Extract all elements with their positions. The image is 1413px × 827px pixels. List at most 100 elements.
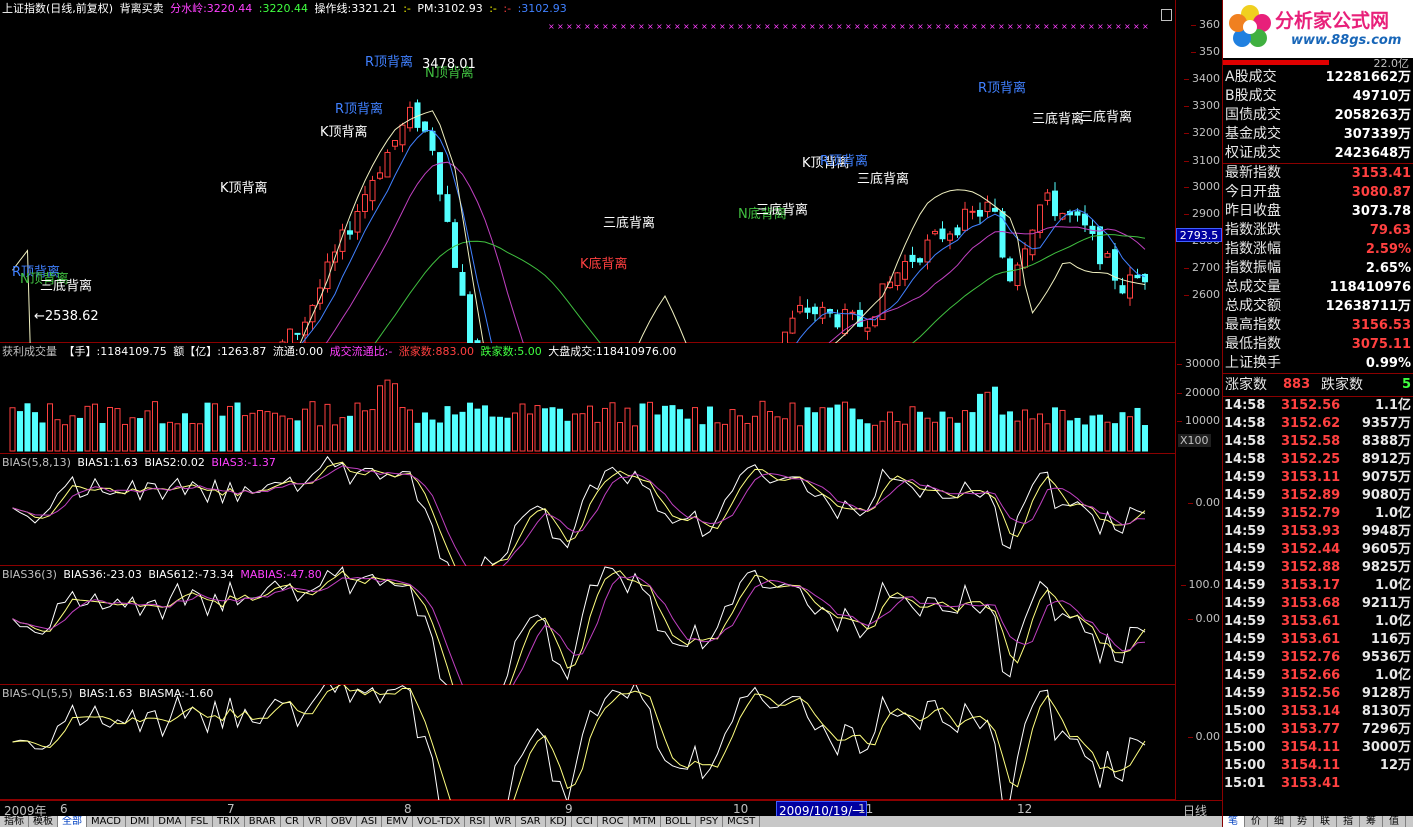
candle-body — [339, 229, 346, 252]
volume-bar — [159, 423, 166, 452]
breadth-row: 涨家数 883 跌家数 5 — [1223, 374, 1413, 396]
red-progress-bar — [1223, 60, 1329, 65]
right-tab[interactable]: 细 — [1268, 816, 1291, 827]
volume-bar — [504, 417, 511, 452]
bias36-line-2 — [12, 570, 1146, 685]
indicator-tab[interactable]: KDJ — [546, 816, 572, 827]
tick-row[interactable]: 14:59 3152.66 1.0亿 — [1223, 667, 1413, 685]
indicator-tab[interactable]: 全部 — [58, 816, 87, 827]
volume-bar — [602, 407, 608, 452]
candle-body — [1022, 248, 1028, 268]
signal-marker: × — [962, 22, 969, 31]
indicator-tab[interactable]: ROC — [598, 816, 629, 827]
volume-bar — [684, 418, 691, 452]
volume-panel[interactable]: 获利成交量 【手】:1184109.75 额【亿】:1263.87 流通:0.0… — [0, 343, 1175, 454]
tick-row[interactable]: 14:59 3152.89 9080万 — [1223, 487, 1413, 505]
price-panel[interactable]: 上证指数(日线,前复权) 背离买卖 分水岭:3220.44 :3220.44 操… — [0, 0, 1175, 343]
indicator-tab[interactable]: TRIX — [213, 816, 245, 827]
indicator-tab[interactable]: CR — [281, 816, 304, 827]
right-tab[interactable]: 值 — [1383, 816, 1406, 827]
tick-row[interactable]: 14:58 3152.62 9357万 — [1223, 415, 1413, 433]
signal-marker: × — [746, 22, 753, 31]
bias36-axis: 100.0 0.00 — [1175, 566, 1222, 685]
tick-row[interactable]: 14:59 3152.44 9605万 — [1223, 541, 1413, 559]
indicator-tab[interactable]: PSY — [696, 816, 724, 827]
biasql-line-1 — [12, 685, 1146, 800]
right-tab[interactable]: 笔 — [1222, 816, 1245, 827]
tick-list[interactable]: 14:58 3152.56 1.1亿 14:58 3152.62 9357万 14:58 31… — [1223, 397, 1413, 793]
tick-row[interactable]: 14:58 3152.25 8912万 — [1223, 451, 1413, 469]
indicator-tab[interactable]: MACD — [87, 816, 126, 827]
indicator-tab[interactable]: MCST — [723, 816, 761, 827]
tick-volume: 9948万 — [1361, 524, 1411, 539]
volume-bar — [347, 415, 353, 452]
right-tab[interactable]: 联 — [1314, 816, 1337, 827]
tick-row[interactable]: 14:58 3152.56 1.1亿 — [1223, 397, 1413, 415]
tick-row[interactable]: 15:00 3153.14 8130万 — [1223, 703, 1413, 721]
signal-marker: × — [1052, 22, 1059, 31]
indicator-tab[interactable]: FSL — [186, 816, 213, 827]
indicator-tab[interactable]: VOL-TDX — [413, 816, 466, 827]
tick-row[interactable]: 14:59 3152.88 9825万 — [1223, 559, 1413, 577]
indicator-tab[interactable]: 模板 — [29, 816, 58, 827]
tick-row[interactable]: 15:00 3153.77 7296万 — [1223, 721, 1413, 739]
indicator-tab[interactable]: VR — [304, 816, 327, 827]
indicator-tab[interactable]: OBV — [327, 816, 357, 827]
indicator-tab[interactable]: 指标 — [0, 816, 29, 827]
month-label: 12 — [1017, 802, 1033, 816]
biasql-panel[interactable]: BIAS-QL(5,5) BIAS:1.63 BIASMA:-1.60 — [0, 685, 1175, 800]
tick-row[interactable]: 15:00 3154.11 12万 — [1223, 757, 1413, 775]
volume-bar — [452, 414, 458, 452]
indicator-tab[interactable]: EMV — [382, 816, 413, 827]
volume-bar — [219, 415, 226, 452]
tick-row[interactable]: 14:59 3152.79 1.0亿 — [1223, 505, 1413, 523]
indicator-tab[interactable]: ASI — [357, 816, 383, 827]
volume-bar — [737, 415, 743, 452]
indicator-tab[interactable]: BOLL — [661, 816, 696, 827]
tick-row[interactable]: 14:59 3153.93 9948万 — [1223, 523, 1413, 541]
volume-bar — [227, 405, 233, 452]
tick-row[interactable]: 15:01 3153.41 — [1223, 775, 1413, 793]
stat-value: 3073.78 — [1351, 204, 1411, 219]
price-axis: 360 350 3400 3300 3200 3100 3000 2900 28… — [1175, 0, 1222, 343]
volume-bar — [1119, 412, 1126, 452]
right-tab[interactable]: 价 — [1245, 816, 1268, 827]
volume-bar — [1127, 416, 1133, 452]
indicator-tab[interactable]: DMI — [126, 816, 155, 827]
tick-row[interactable]: 14:59 3153.61 116万 — [1223, 631, 1413, 649]
tick-row[interactable]: 14:59 3153.68 9211万 — [1223, 595, 1413, 613]
tick-time: 15:00 — [1224, 704, 1266, 719]
right-tab[interactable]: 筹 — [1360, 816, 1383, 827]
right-tab[interactable]: 势 — [1291, 816, 1314, 827]
indicator-tab[interactable]: BRAR — [245, 816, 281, 827]
tick-row[interactable]: 14:59 3153.11 9075万 — [1223, 469, 1413, 487]
candle-body — [1142, 273, 1148, 283]
volume-bar — [32, 412, 38, 452]
tick-time: 14:59 — [1224, 542, 1266, 557]
month-label: 10 — [733, 802, 749, 816]
bias-panel[interactable]: BIAS(5,8,13) BIAS1:1.63 BIAS2:0.02 BIAS3… — [0, 454, 1175, 566]
indicator-tab[interactable]: CCI — [572, 816, 598, 827]
site-logo[interactable]: 分析家公式网 www.88gs.com — [1223, 0, 1413, 58]
volume-bar — [399, 407, 406, 452]
indicator-tab[interactable]: DMA — [154, 816, 187, 827]
tick-row[interactable]: 14:58 3152.58 8388万 — [1223, 433, 1413, 451]
tick-row[interactable]: 14:59 3152.76 9536万 — [1223, 649, 1413, 667]
tick-time: 14:58 — [1224, 416, 1266, 431]
period-label[interactable]: 日线 — [1183, 804, 1208, 818]
indicator-tab[interactable]: WR — [490, 816, 517, 827]
right-tab[interactable]: 指 — [1337, 816, 1360, 827]
signal-marker: × — [935, 22, 942, 31]
tick-row[interactable]: 14:59 3152.56 9128万 — [1223, 685, 1413, 703]
bias36-panel[interactable]: BIAS36(3) BIAS36:-23.03 BIAS612:-73.34 M… — [0, 566, 1175, 685]
stat-label: 最低指数 — [1225, 336, 1281, 352]
tick-row[interactable]: 15:00 3154.11 3000万 — [1223, 739, 1413, 757]
indicator-tab[interactable]: SAR — [516, 816, 546, 827]
tick-row[interactable]: 14:59 3153.17 1.0亿 — [1223, 577, 1413, 595]
stat-value: 2058263万 — [1334, 108, 1411, 123]
bias36-line-1 — [12, 566, 1146, 685]
close-panel-button[interactable] — [1161, 9, 1172, 21]
tick-row[interactable]: 14:59 3153.61 1.0亿 — [1223, 613, 1413, 631]
indicator-tab[interactable]: RSI — [465, 816, 491, 827]
indicator-tab[interactable]: MTM — [629, 816, 661, 827]
